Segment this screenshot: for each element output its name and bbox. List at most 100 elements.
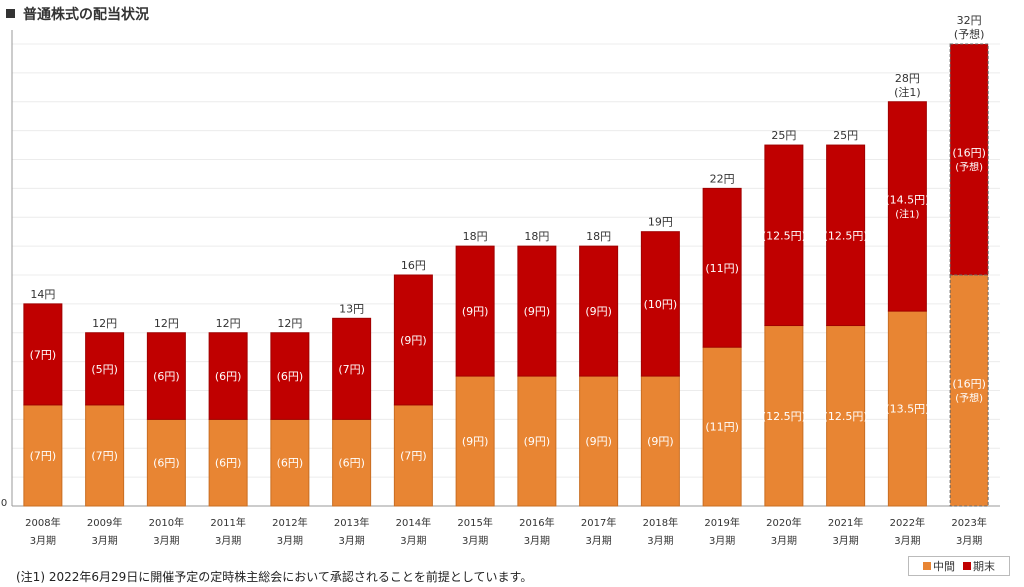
bar-interim bbox=[208, 418, 248, 507]
x-tick-label-period: 3月期 bbox=[771, 535, 797, 547]
x-tick-label-period: 3月期 bbox=[215, 535, 241, 547]
total-label: 14円 bbox=[30, 288, 55, 301]
bar-yearend bbox=[332, 317, 372, 420]
data-label-yearend: (12.5円) bbox=[762, 229, 806, 242]
bar-interim bbox=[393, 404, 433, 507]
x-tick-label-year: 2019年 bbox=[704, 516, 739, 529]
x-tick-label-year: 2022年 bbox=[890, 516, 925, 529]
data-label-yearend: (6円) bbox=[215, 370, 242, 383]
bar-interim bbox=[270, 418, 310, 507]
x-tick-label-period: 3月期 bbox=[585, 535, 611, 547]
x-tick-label-year: 2023年 bbox=[951, 516, 986, 529]
x-tick-label-year: 2017年 bbox=[581, 516, 616, 529]
legend-swatch-yearend bbox=[963, 562, 971, 570]
bar-yearend bbox=[23, 303, 63, 406]
title-square-icon bbox=[6, 9, 15, 18]
data-label-interim: (9円) bbox=[524, 435, 551, 448]
x-tick-label-period: 3月期 bbox=[462, 535, 488, 547]
total-label: (注1) bbox=[894, 85, 921, 99]
data-label-yearend: (6円) bbox=[153, 370, 180, 383]
total-label: 25円 bbox=[771, 129, 796, 142]
data-label-yearend: (7円) bbox=[338, 363, 365, 376]
total-label: 18円 bbox=[586, 230, 611, 243]
total-label: 32円 bbox=[957, 14, 982, 27]
bar-yearend bbox=[826, 144, 866, 327]
data-label-yearend: (11円) bbox=[705, 262, 739, 275]
data-label-yearend: (注1) bbox=[895, 207, 919, 220]
x-tick-label-year: 2014年 bbox=[396, 516, 431, 529]
x-tick-label-year: 2018年 bbox=[643, 516, 678, 529]
total-label: 18円 bbox=[524, 230, 549, 243]
bar-yearend bbox=[887, 101, 927, 312]
bar-interim bbox=[146, 418, 186, 507]
x-tick-label-period: 3月期 bbox=[277, 535, 303, 547]
x-tick-label-year: 2020年 bbox=[766, 516, 801, 529]
x-tick-label-period: 3月期 bbox=[30, 535, 56, 547]
x-tick-label-year: 2012年 bbox=[272, 516, 307, 529]
x-tick-label-year: 2015年 bbox=[457, 516, 492, 529]
bar-yearend bbox=[949, 43, 989, 276]
data-label-yearend: (9円) bbox=[585, 305, 612, 318]
bar-yearend bbox=[146, 332, 186, 420]
legend-label-interim: 中間 bbox=[933, 560, 955, 573]
x-tick-label-period: 3月期 bbox=[709, 535, 735, 547]
dividend-bar-chart: 0 (7円) (7円) 14円 2008年 3月期 (7円) (5円) 12円 2009年 3月期 (… bbox=[1, 14, 1000, 547]
chart-title: 普通株式の配当状況 bbox=[6, 4, 149, 24]
data-label-yearend: (9円) bbox=[400, 334, 427, 347]
bar-yearend bbox=[764, 144, 804, 327]
data-label-yearend: (予想) bbox=[955, 161, 983, 174]
x-tick-label-period: 3月期 bbox=[91, 535, 117, 547]
data-label-interim: (9円) bbox=[647, 435, 674, 448]
x-tick-label-period: 3月期 bbox=[956, 535, 982, 547]
data-label-interim: (7円) bbox=[400, 449, 427, 462]
bar-interim bbox=[517, 375, 557, 507]
bar-interim bbox=[23, 404, 63, 507]
bar-interim bbox=[332, 418, 372, 507]
legend-label-yearend: 期末 bbox=[973, 560, 995, 573]
data-label-interim: (12.5円) bbox=[762, 410, 806, 423]
x-tick-label-period: 3月期 bbox=[338, 535, 364, 547]
data-label-yearend: (10円) bbox=[644, 298, 678, 311]
data-label-interim: (9円) bbox=[585, 435, 612, 448]
total-label: 19円 bbox=[648, 216, 673, 229]
bar-interim bbox=[85, 404, 125, 507]
bar-yearend bbox=[579, 245, 619, 377]
x-tick-label-year: 2009年 bbox=[87, 516, 122, 529]
total-label: 16円 bbox=[401, 259, 426, 272]
legend-item-interim: 中間 bbox=[923, 558, 955, 574]
total-label: 12円 bbox=[277, 317, 302, 330]
x-tick-label-period: 3月期 bbox=[894, 535, 920, 547]
total-label: 18円 bbox=[463, 230, 488, 243]
data-label-interim: (6円) bbox=[277, 457, 304, 470]
bar-yearend bbox=[640, 231, 680, 377]
bar-interim bbox=[579, 375, 619, 507]
data-label-yearend: (9円) bbox=[524, 305, 551, 318]
x-tick-label-year: 2010年 bbox=[149, 516, 184, 529]
data-label-interim: (9円) bbox=[462, 435, 489, 448]
total-label: 28円 bbox=[895, 72, 920, 85]
chart-legend: 中間 期末 bbox=[908, 556, 1010, 576]
x-tick-label-year: 2011年 bbox=[210, 516, 245, 529]
x-tick-label-period: 3月期 bbox=[647, 535, 673, 547]
data-label-yearend: (12.5円) bbox=[824, 229, 868, 242]
bar-yearend bbox=[393, 274, 433, 406]
data-label-yearend: (16円) bbox=[952, 147, 986, 160]
total-label: (予想) bbox=[954, 27, 985, 41]
legend-item-yearend: 期末 bbox=[963, 558, 995, 574]
x-tick-label-period: 3月期 bbox=[832, 535, 858, 547]
bar-yearend bbox=[702, 187, 742, 348]
data-label-interim: (6円) bbox=[153, 457, 180, 470]
y-tick-label: 0 bbox=[1, 498, 7, 509]
bar-interim bbox=[949, 274, 989, 507]
total-label: 25円 bbox=[833, 129, 858, 142]
data-label-interim: (11円) bbox=[705, 421, 739, 434]
data-label-yearend: (14.5円) bbox=[885, 193, 929, 206]
data-label-interim: (7円) bbox=[30, 449, 57, 462]
total-label: 12円 bbox=[92, 317, 117, 330]
data-label-interim: (13.5円) bbox=[885, 403, 929, 416]
x-tick-label-year: 2008年 bbox=[25, 516, 60, 529]
total-label: 12円 bbox=[216, 317, 241, 330]
bar-yearend bbox=[208, 332, 248, 420]
total-label: 22円 bbox=[710, 172, 735, 185]
data-label-yearend: (6円) bbox=[277, 370, 304, 383]
